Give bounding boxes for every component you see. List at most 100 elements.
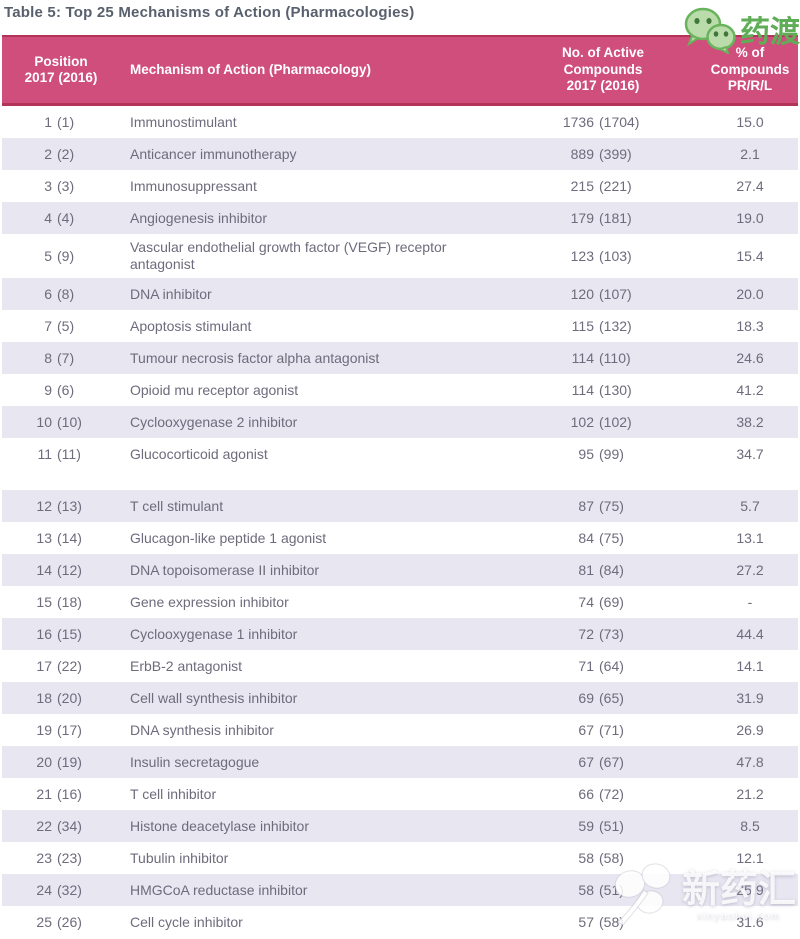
pct-value: - [747, 594, 753, 610]
mechanism-cell: Immunosuppressant [120, 178, 550, 195]
position-2017: 7 [44, 318, 52, 334]
pct-value: 18.3 [736, 318, 764, 334]
position-2016: (32) [57, 882, 82, 898]
position-cell: 6 (8) [2, 286, 120, 302]
compounds-cell: 74 (69) [550, 594, 702, 610]
compounds-2017: 1736 [562, 114, 594, 130]
compounds-2017: 66 [578, 786, 594, 802]
pct-cell: 31.6 [702, 914, 798, 930]
compounds-cell: 179 (181) [550, 210, 702, 226]
position-cell: 16 (15) [2, 626, 120, 642]
position-2016: (3) [57, 178, 75, 194]
page-title: Table 5: Top 25 Mechanisms of Action (Ph… [4, 4, 415, 21]
compounds-2017: 889 [570, 146, 594, 162]
pct-cell: 47.8 [702, 754, 798, 770]
mechanism-cell: Cyclooxygenase 1 inhibitor [120, 626, 550, 643]
compounds-2016: (58) [599, 914, 624, 930]
pct-cell: 26.9 [702, 722, 798, 738]
position-2017: 11 [37, 446, 52, 462]
compounds-2016: (399) [599, 146, 632, 162]
compounds-cell: 58 (58) [550, 850, 702, 866]
compounds-cell: 72 (73) [550, 626, 702, 642]
compounds-2017: 114 [571, 382, 594, 398]
compounds-2016: (75) [599, 498, 624, 514]
position-2016: (17) [57, 722, 82, 738]
table-row: 24 (32) HMGCoA reductase inhibitor 58 (5… [2, 874, 798, 906]
pct-value: 2.1 [740, 146, 760, 162]
pct-value: 15.0 [736, 114, 764, 130]
table-row: 15 (18) Gene expression inhibitor 74 (69… [2, 586, 798, 618]
position-2016: (6) [57, 382, 75, 398]
compounds-2016: (1704) [599, 114, 640, 130]
brand-name: 药渡 [740, 15, 800, 49]
compounds-2017: 72 [578, 626, 594, 642]
pct-value: 15.4 [736, 248, 764, 264]
pct-value: 38.2 [736, 414, 764, 430]
pct-value: 41.2 [736, 382, 764, 398]
mechanism-name: DNA inhibitor [130, 285, 212, 302]
mechanism-cell: Glucocorticoid agonist [120, 446, 550, 463]
compounds-2016: (51) [599, 882, 624, 898]
mechanism-name: T cell stimulant [130, 497, 224, 514]
mechanism-cell: HMGCoA reductase inhibitor [120, 882, 550, 899]
column-header-mechanism: Mechanism of Action (Pharmacology) [130, 61, 372, 77]
pct-value: 14.1 [736, 658, 764, 674]
compounds-2016: (71) [599, 722, 624, 738]
mechanism-cell: DNA synthesis inhibitor [120, 722, 550, 739]
table-row: 3 (3) Immunosuppressant 215 (221) 27.4 [2, 170, 798, 202]
compounds-cell: 1736 (1704) [550, 114, 702, 130]
compounds-2016: (67) [599, 754, 624, 770]
pct-cell: 19.0 [702, 210, 798, 226]
mechanism-name: Insulin secretagogue [130, 753, 260, 770]
pct-cell: 8.5 [702, 818, 798, 834]
compounds-2017: 115 [571, 318, 594, 334]
compounds-2017: 114 [571, 350, 594, 366]
position-cell: 13 (14) [2, 530, 120, 546]
position-2017: 20 [36, 754, 52, 770]
pct-value: 26.9 [736, 722, 764, 738]
position-2016: (8) [57, 286, 75, 302]
position-2016: (20) [57, 690, 82, 706]
mechanism-cell: Gene expression inhibitor [120, 594, 550, 611]
mechanism-name: Cell cycle inhibitor [130, 913, 243, 930]
pct-value: 12.1 [736, 850, 764, 866]
mechanism-cell: Vascular endothelial growth factor (VEGF… [120, 239, 550, 273]
position-2016: (1) [57, 114, 75, 130]
pct-cell: 12.1 [702, 850, 798, 866]
position-2017: 15 [36, 594, 52, 610]
mechanism-name: Gene expression inhibitor [130, 593, 289, 610]
compounds-2017: 95 [578, 446, 594, 462]
compounds-cell: 114 (110) [550, 350, 702, 366]
table-row: 2 (2) Anticancer immunotherapy 889 (399)… [2, 138, 798, 170]
mechanism-cell: T cell inhibitor [120, 786, 550, 803]
position-2016: (15) [57, 626, 82, 642]
mechanism-cell: Cell cycle inhibitor [120, 914, 550, 931]
table-row: 11 (11) Glucocorticoid agonist 95 (99) 3… [2, 438, 798, 470]
table-row: 7 (5) Apoptosis stimulant 115 (132) 18.3 [2, 310, 798, 342]
compounds-2016: (110) [599, 350, 631, 366]
position-cell: 7 (5) [2, 318, 120, 334]
position-2016: (14) [57, 530, 82, 546]
mechanism-name: Cell wall synthesis inhibitor [130, 689, 298, 706]
pct-cell: 27.4 [702, 178, 798, 194]
position-2017: 14 [36, 562, 52, 578]
pct-value: 31.6 [736, 914, 764, 930]
mechanism-name: Tubulin inhibitor [130, 849, 229, 866]
position-2017: 6 [44, 286, 52, 302]
compounds-2016: (103) [599, 248, 632, 264]
compounds-2016: (107) [599, 286, 632, 302]
mechanism-cell: Tumour necrosis factor alpha antagonist [120, 350, 550, 367]
pct-value: 20.0 [736, 286, 764, 302]
position-cell: 2 (2) [2, 146, 120, 162]
position-2016: (4) [57, 210, 75, 226]
pct-value: 27.4 [736, 178, 764, 194]
pct-value: 21.2 [736, 786, 764, 802]
compounds-cell: 889 (399) [550, 146, 702, 162]
compounds-cell: 114 (130) [550, 382, 702, 398]
position-2016: (7) [57, 350, 75, 366]
position-cell: 15 (18) [2, 594, 120, 610]
table-row: 10 (10) Cyclooxygenase 2 inhibitor 102 (… [2, 406, 798, 438]
position-cell: 1 (1) [2, 114, 120, 130]
position-2017: 4 [44, 210, 52, 226]
mechanism-name: DNA topoisomerase II inhibitor [130, 561, 320, 578]
